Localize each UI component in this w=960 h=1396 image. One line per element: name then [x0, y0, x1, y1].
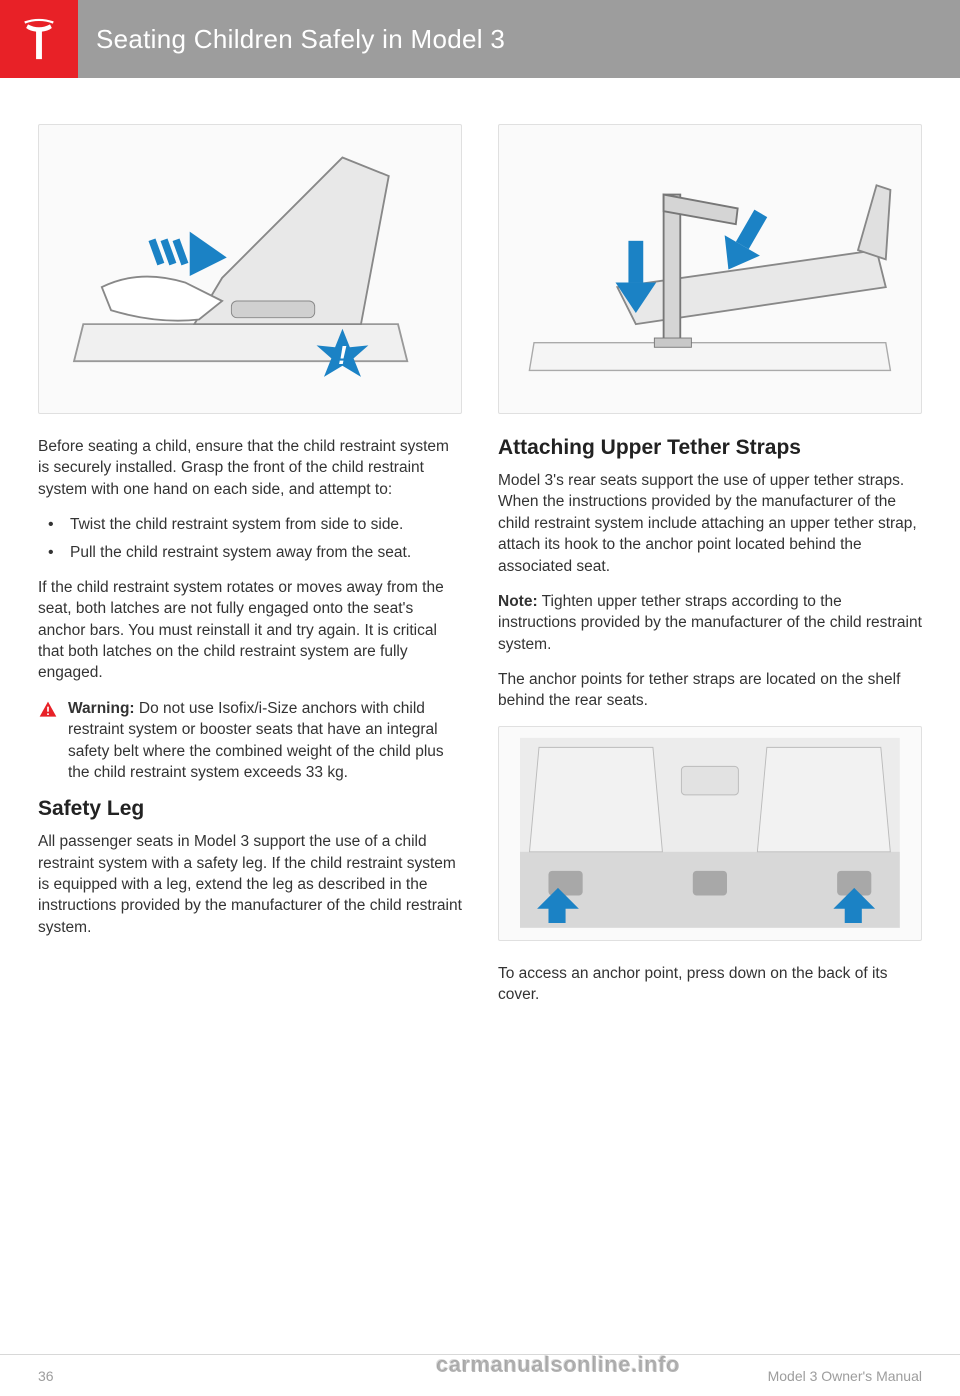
page-title: Seating Children Safely in Model 3	[78, 0, 960, 78]
list-item: Pull the child restraint system away fro…	[48, 542, 462, 563]
page-number: 36	[38, 1368, 54, 1384]
tesla-logo-icon	[20, 17, 58, 61]
note-body: Tighten upper tether straps according to…	[498, 593, 922, 653]
safety-leg-paragraph: All passenger seats in Model 3 support t…	[38, 831, 462, 938]
page-header: Seating Children Safely in Model 3	[0, 0, 960, 78]
figure-anchor-points	[498, 726, 922, 941]
tesla-logo-box	[0, 0, 78, 78]
intro-paragraph: Before seating a child, ensure that the …	[38, 436, 462, 500]
right-column: Attaching Upper Tether Straps Model 3's …	[498, 124, 922, 1020]
tether-paragraph-3: To access an anchor point, press down on…	[498, 963, 922, 1006]
note-prefix: Note:	[498, 593, 538, 610]
followup-paragraph: If the child restraint system rotates or…	[38, 577, 462, 684]
page-footer: 36 Model 3 Owner's Manual	[0, 1354, 960, 1396]
manual-name: Model 3 Owner's Manual	[768, 1368, 922, 1384]
warning-callout: Warning: Do not use Isofix/i-Size anchor…	[38, 698, 462, 784]
figure-safety-leg	[498, 124, 922, 414]
warning-text: Warning: Do not use Isofix/i-Size anchor…	[68, 698, 462, 784]
warning-triangle-icon	[38, 700, 58, 720]
svg-text:!: !	[338, 342, 347, 370]
left-column: ! Before seating a child, ensure that th…	[38, 124, 462, 1020]
test-steps-list: Twist the child restraint system from si…	[38, 514, 462, 563]
list-item: Twist the child restraint system from si…	[48, 514, 462, 535]
tether-note: Note: Tighten upper tether straps accord…	[498, 591, 922, 655]
tether-paragraph-1: Model 3's rear seats support the use of …	[498, 470, 922, 577]
tether-paragraph-2: The anchor points for tether straps are …	[498, 669, 922, 712]
page-content: ! Before seating a child, ensure that th…	[0, 78, 960, 1020]
tether-heading: Attaching Upper Tether Straps	[498, 436, 922, 460]
figure-push-seat: !	[38, 124, 462, 414]
safety-leg-heading: Safety Leg	[38, 797, 462, 821]
warning-prefix: Warning:	[68, 700, 135, 717]
